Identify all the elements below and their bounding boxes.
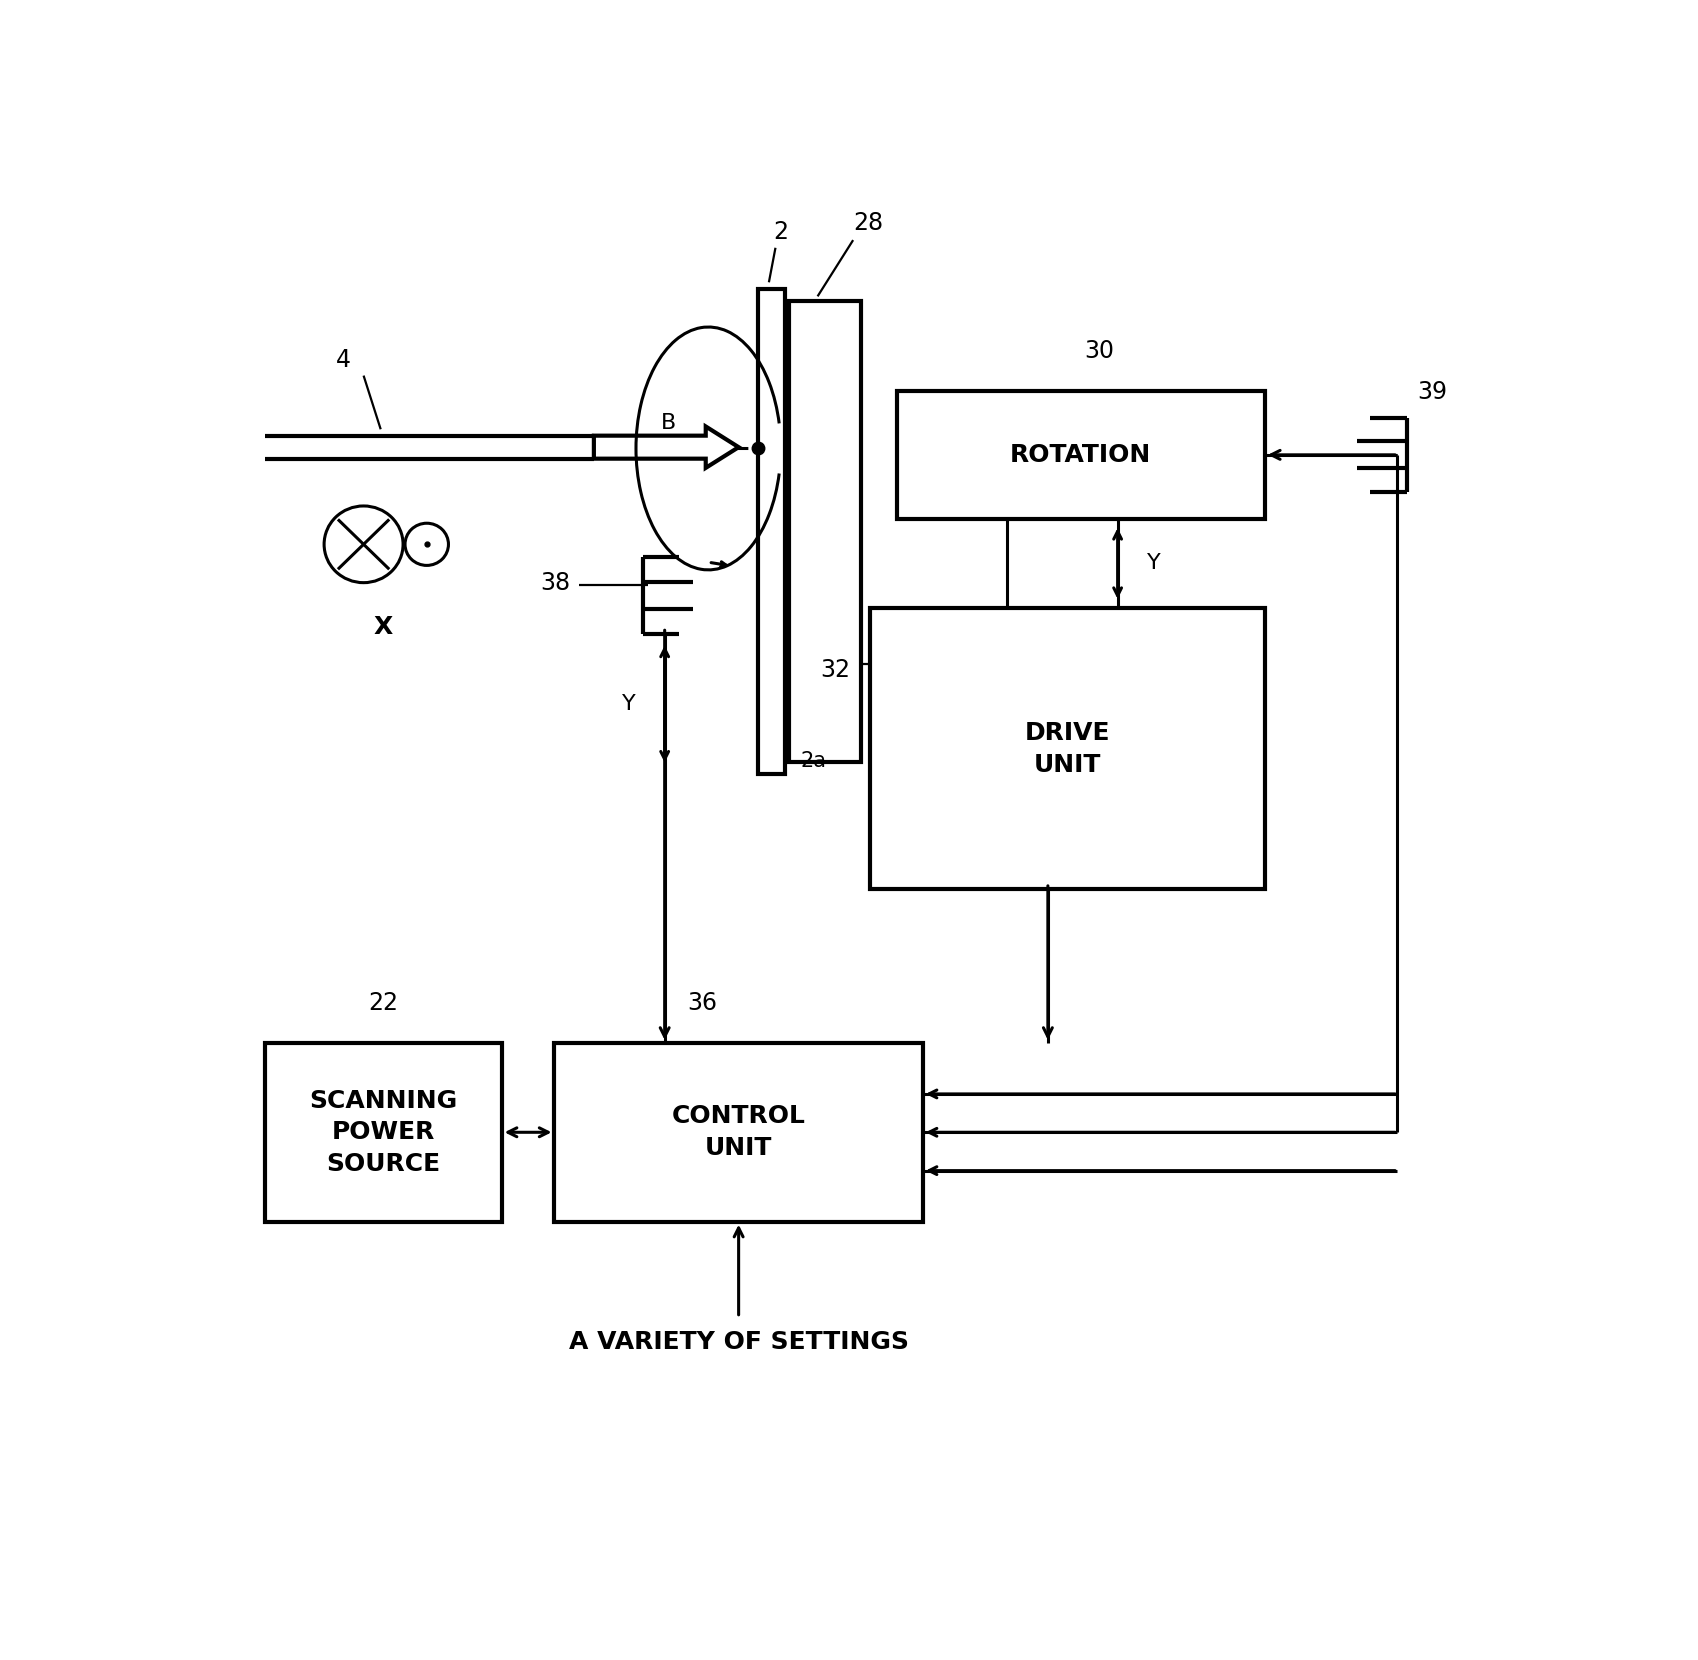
- Text: 28: 28: [852, 211, 883, 236]
- Text: ROTATION: ROTATION: [1010, 443, 1151, 466]
- Text: 39: 39: [1418, 380, 1448, 403]
- Bar: [788, 302, 861, 762]
- Text: 32: 32: [820, 657, 851, 682]
- Text: 36: 36: [686, 991, 717, 1014]
- Text: X: X: [374, 614, 392, 639]
- Text: DRIVE
UNIT: DRIVE UNIT: [1026, 720, 1110, 777]
- Text: 2: 2: [773, 219, 788, 244]
- Polygon shape: [594, 427, 739, 468]
- Bar: [554, 1042, 924, 1222]
- Bar: [897, 390, 1265, 518]
- Text: SCANNING
POWER
SOURCE: SCANNING POWER SOURCE: [309, 1089, 457, 1175]
- Text: 22: 22: [368, 991, 399, 1014]
- Text: A VARIETY OF SETTINGS: A VARIETY OF SETTINGS: [569, 1330, 908, 1355]
- Text: Y: Y: [1146, 553, 1160, 573]
- Text: B: B: [661, 413, 676, 433]
- Bar: [265, 1042, 503, 1222]
- Bar: [759, 289, 784, 774]
- Text: Y: Y: [621, 694, 635, 714]
- Text: 4: 4: [336, 347, 351, 372]
- Text: 2a: 2a: [800, 752, 827, 772]
- Text: 38: 38: [540, 571, 571, 594]
- Text: 30: 30: [1085, 339, 1114, 364]
- Bar: [869, 608, 1265, 890]
- Text: CONTROL
UNIT: CONTROL UNIT: [672, 1104, 805, 1160]
